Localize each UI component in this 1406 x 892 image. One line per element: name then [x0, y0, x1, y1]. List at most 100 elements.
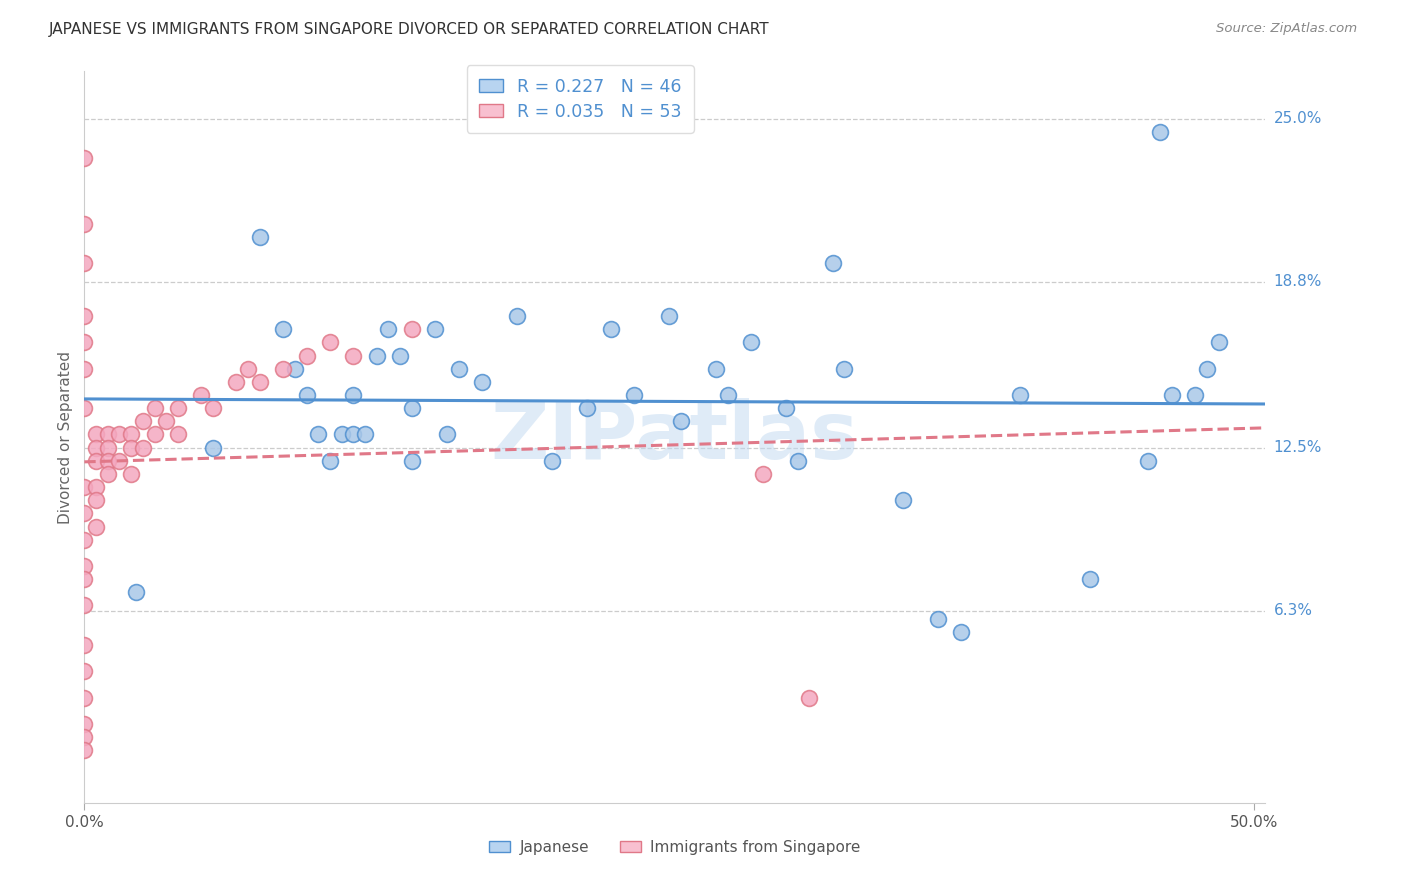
Point: [84, 480, 107, 494]
Text: 25.0%: 25.0%: [1274, 112, 1322, 127]
Point: [73, 217, 96, 231]
Point: [471, 375, 494, 389]
Point: [401, 322, 423, 336]
Point: [307, 427, 329, 442]
Point: [143, 427, 166, 442]
Point: [249, 230, 271, 244]
Point: [447, 361, 470, 376]
Point: [73, 151, 96, 165]
Point: [295, 388, 318, 402]
Point: [786, 454, 808, 468]
Point: [84, 427, 107, 442]
Point: [1078, 572, 1101, 586]
Point: [342, 427, 364, 442]
Point: [73, 401, 96, 416]
Point: [377, 322, 399, 336]
Point: [155, 414, 177, 428]
Point: [73, 533, 96, 547]
Point: [167, 427, 190, 442]
Text: ZIPatlas: ZIPatlas: [491, 398, 859, 476]
Point: [132, 414, 155, 428]
Point: [97, 467, 120, 481]
Point: [354, 427, 377, 442]
Legend: Japanese, Immigrants from Singapore: Japanese, Immigrants from Singapore: [482, 834, 868, 861]
Point: [506, 309, 529, 323]
Point: [132, 441, 155, 455]
Point: [1208, 335, 1230, 350]
Point: [775, 401, 797, 416]
Point: [541, 454, 564, 468]
Point: [751, 467, 773, 481]
Point: [740, 335, 762, 350]
Point: [249, 375, 271, 389]
Point: [84, 441, 107, 455]
Point: [576, 401, 599, 416]
Point: [73, 256, 96, 270]
Point: [271, 322, 294, 336]
Point: [73, 309, 96, 323]
Text: 12.5%: 12.5%: [1274, 440, 1322, 455]
Point: [389, 349, 412, 363]
Point: [120, 441, 142, 455]
Point: [97, 454, 120, 468]
Point: [73, 717, 96, 731]
Point: [342, 349, 364, 363]
Point: [73, 480, 96, 494]
Point: [73, 599, 96, 613]
Point: [201, 441, 224, 455]
Point: [669, 414, 692, 428]
Point: [950, 624, 973, 639]
Point: [799, 690, 821, 705]
Point: [97, 427, 120, 442]
Point: [108, 454, 131, 468]
Point: [716, 388, 738, 402]
Point: [330, 427, 353, 442]
Point: [623, 388, 645, 402]
Point: [401, 454, 423, 468]
Point: [1160, 388, 1182, 402]
Point: [225, 375, 247, 389]
Point: [73, 335, 96, 350]
Point: [73, 690, 96, 705]
Point: [1149, 125, 1171, 139]
Text: Source: ZipAtlas.com: Source: ZipAtlas.com: [1216, 22, 1357, 36]
Point: [927, 612, 949, 626]
Point: [366, 349, 388, 363]
Point: [73, 638, 96, 652]
Point: [1008, 388, 1031, 402]
Point: [319, 454, 342, 468]
Point: [319, 335, 342, 350]
Point: [73, 743, 96, 757]
Point: [1184, 388, 1206, 402]
Point: [599, 322, 621, 336]
Point: [425, 322, 447, 336]
Point: [108, 427, 131, 442]
Point: [73, 572, 96, 586]
Point: [120, 467, 142, 481]
Point: [73, 559, 96, 574]
Point: [1137, 454, 1160, 468]
Y-axis label: Divorced or Separated: Divorced or Separated: [58, 351, 73, 524]
Point: [84, 454, 107, 468]
Point: [120, 427, 142, 442]
Point: [891, 493, 914, 508]
Point: [658, 309, 681, 323]
Point: [73, 730, 96, 744]
Point: [704, 361, 727, 376]
Point: [342, 388, 364, 402]
Point: [834, 361, 856, 376]
Point: [401, 401, 423, 416]
Text: 18.8%: 18.8%: [1274, 275, 1322, 289]
Point: [201, 401, 224, 416]
Point: [84, 493, 107, 508]
Point: [73, 665, 96, 679]
Point: [436, 427, 458, 442]
Point: [73, 361, 96, 376]
Point: [295, 349, 318, 363]
Point: [271, 361, 294, 376]
Point: [1195, 361, 1218, 376]
Point: [97, 441, 120, 455]
Point: [125, 585, 148, 599]
Point: [190, 388, 212, 402]
Point: [236, 361, 259, 376]
